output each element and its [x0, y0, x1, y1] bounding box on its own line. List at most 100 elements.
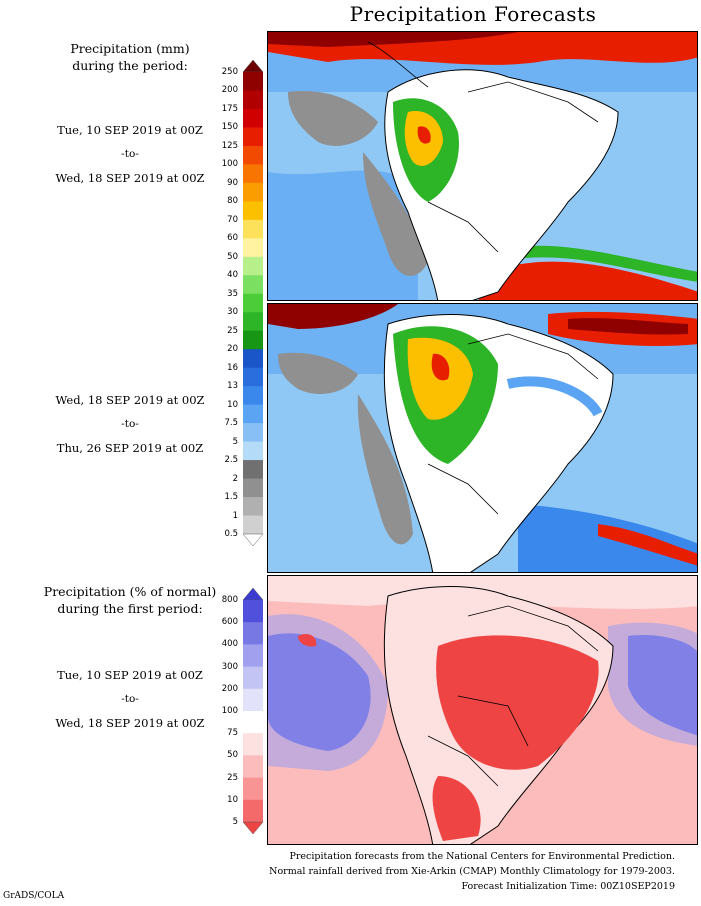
- precip-colorbar-tick-label: 200: [221, 85, 238, 96]
- pct-colorbar-tick-label: 400: [221, 639, 238, 650]
- precip-colorbar-swatch: [243, 127, 263, 147]
- precip-legend-heading: Precipitation (mm) during the period:: [20, 40, 240, 74]
- footer-line-2: Normal rainfall derived from Xie-Arkin (…: [269, 866, 675, 877]
- precip-colorbar: [243, 60, 264, 546]
- pct-colorbar-tick-label: 75: [227, 728, 238, 739]
- precip-heading-line-2: during the period:: [72, 58, 188, 73]
- precip-colorbar-tick-label: 100: [221, 159, 238, 170]
- period-1-label: Tue, 10 SEP 2019 at 00Z -to- Wed, 18 SEP…: [20, 122, 240, 187]
- precip-colorbar-swatch: [243, 478, 263, 498]
- pct-colorbar-tick-label: 100: [221, 706, 238, 716]
- precip-colorbar-tick-label: 70: [227, 214, 238, 225]
- footer-line-1: Precipitation forecasts from the Nationa…: [289, 851, 676, 862]
- precip-colorbar-swatch: [243, 497, 263, 517]
- precip-colorbar-tick-label: 7.5: [224, 418, 238, 429]
- precip-colorbar-tick-label: 150: [221, 122, 238, 133]
- precip-colorbar-tick-label: 2: [232, 473, 238, 484]
- precip-colorbar-swatch: [243, 367, 263, 387]
- precip-colorbar-tick-label: 35: [227, 288, 238, 299]
- precip-colorbar-tick-label: 60: [227, 233, 238, 244]
- precip-colorbar-swatch: [243, 256, 263, 276]
- pct-colorbar-swatch: [243, 600, 263, 623]
- precip-colorbar-swatch: [243, 404, 263, 424]
- precip-colorbar-tick-label: 0.5: [224, 529, 238, 539]
- precip-map-period-2: [267, 303, 698, 573]
- precip-colorbar-bottom-arrow: [243, 533, 264, 546]
- period-2-start: Wed, 18 SEP 2019 at 00Z: [55, 393, 205, 407]
- footer-line-3: Forecast Initialization Time: 00Z10SEP20…: [461, 881, 675, 892]
- pct-colorbar-tick-label: 50: [227, 750, 238, 761]
- precip-heading-line-1: Precipitation (mm): [70, 41, 190, 56]
- period-1-end: Wed, 18 SEP 2019 at 00Z: [55, 171, 205, 185]
- precip-colorbar-tick-label: 2.5: [224, 455, 238, 466]
- pct-colorbar-tick-label: 800: [221, 595, 238, 605]
- precip-colorbar-tick-label: 1: [232, 510, 238, 521]
- precip-colorbar-tick-label: 175: [221, 103, 238, 114]
- precip-colorbar-tick-label: 10: [227, 399, 238, 410]
- precip-colorbar-ticks: 250 200 175 150 125 100 90 80 70 60 50 40 35 30 25 20 16…: [200, 60, 238, 546]
- period-2-to: -to-: [121, 418, 139, 430]
- precip-colorbar-tick-label: 30: [227, 307, 238, 318]
- footer-notes: Precipitation forecasts from the Nationa…: [269, 849, 675, 894]
- precip-colorbar-swatch: [243, 349, 263, 369]
- pct-colorbar-swatch: [243, 622, 263, 645]
- precip-colorbar-swatch: [243, 182, 263, 202]
- precip-colorbar-swatch: [243, 441, 263, 461]
- precip-colorbar-tick-label: 90: [227, 177, 238, 188]
- precip-colorbar-swatch: [243, 201, 263, 221]
- period-2-end: Thu, 26 SEP 2019 at 00Z: [56, 441, 204, 455]
- precip-colorbar-tick-label: 250: [221, 67, 238, 77]
- precip-colorbar-tick-label: 16: [227, 362, 238, 373]
- precip-colorbar-tick-label: 20: [227, 344, 238, 355]
- pct-colorbar-tick-label: 300: [221, 661, 238, 672]
- period-3-to: -to-: [121, 693, 139, 705]
- pct-colorbar-ticks: 800 600 400 300 200 100 75 50 25 10 5: [200, 588, 238, 834]
- period-3-end: Wed, 18 SEP 2019 at 00Z: [55, 716, 205, 730]
- page-title: Precipitation Forecasts: [349, 2, 597, 26]
- precip-colorbar-swatch: [243, 293, 263, 313]
- precip-colorbar-swatch: [243, 515, 263, 535]
- pct-colorbar-swatch: [243, 733, 263, 756]
- pct-colorbar-bottom-arrow: [243, 821, 264, 834]
- precip-colorbar-swatch: [243, 275, 263, 295]
- precip-colorbar-swatch: [243, 460, 263, 480]
- grads-credit: GrADS/COLA: [3, 891, 65, 901]
- pct-colorbar-swatch: [243, 644, 263, 668]
- period-3-label: Tue, 10 SEP 2019 at 00Z -to- Wed, 18 SEP…: [20, 667, 240, 732]
- precip-colorbar-swatch: [243, 72, 263, 91]
- pct-colorbar-swatch: [243, 688, 263, 712]
- precip-colorbar-tick-label: 50: [227, 251, 238, 262]
- precip-colorbar-tick-label: 5: [232, 436, 238, 447]
- precip-colorbar-tick-label: 13: [227, 381, 238, 392]
- precip-colorbar-tick-label: 25: [227, 325, 238, 336]
- precip-colorbar-tick-label: 80: [227, 196, 238, 207]
- pct-heading-line-1: Precipitation (% of normal): [43, 584, 217, 599]
- period-1-to: -to-: [121, 148, 139, 160]
- precip-map-period-1: [267, 31, 698, 301]
- precip-colorbar-swatch: [243, 330, 263, 350]
- precip-colorbar-swatch: [243, 164, 263, 184]
- precip-colorbar-swatch: [243, 145, 263, 165]
- pct-colorbar-tick-label: 200: [221, 683, 238, 694]
- pct-colorbar-swatch: [243, 777, 263, 801]
- period-1-start: Tue, 10 SEP 2019 at 00Z: [57, 123, 203, 137]
- pct-colorbar: [243, 588, 264, 834]
- period-3-start: Tue, 10 SEP 2019 at 00Z: [57, 668, 203, 682]
- pct-colorbar-swatch: [243, 755, 263, 779]
- precip-colorbar-swatch: [243, 90, 263, 110]
- precip-colorbar-top-arrow: [243, 60, 264, 73]
- pct-colorbar-tick-label: 5: [232, 817, 238, 827]
- precip-colorbar-swatch: [243, 219, 263, 239]
- precip-colorbar-swatch: [243, 386, 263, 406]
- precip-colorbar-swatch: [243, 312, 263, 332]
- precip-colorbar-swatch: [243, 108, 263, 128]
- pct-colorbar-swatch: [243, 711, 263, 734]
- period-2-label: Wed, 18 SEP 2019 at 00Z -to- Thu, 26 SEP…: [20, 392, 240, 457]
- pct-colorbar-top-arrow: [243, 588, 264, 601]
- precip-colorbar-swatch: [243, 238, 263, 258]
- precip-colorbar-tick-label: 40: [227, 270, 238, 281]
- precip-colorbar-tick-label: 125: [221, 140, 238, 151]
- pct-colorbar-tick-label: 25: [227, 772, 238, 783]
- pct-normal-map-period-1: [267, 575, 698, 845]
- pct-colorbar-tick-label: 10: [227, 794, 238, 805]
